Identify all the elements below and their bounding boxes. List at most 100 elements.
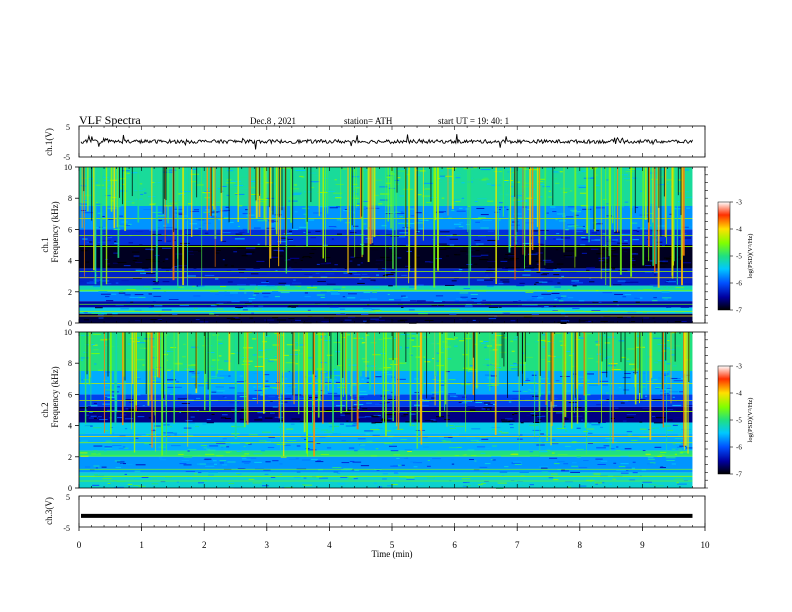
spectrogram-speckle [402,296,408,298]
spectrogram-speckle [465,208,470,210]
spectrogram-speckle [195,319,200,321]
spectrogram-speckle [360,262,364,264]
spectrogram-speckle [204,453,215,455]
sferic-streak [598,332,600,386]
spectrogram-speckle [272,406,278,408]
spectrogram-speckle [481,179,487,181]
spectrogram-speckle [322,384,329,386]
spectrogram-speckle [550,439,556,441]
spectrogram-speckle [646,213,655,215]
dark-streak [501,332,503,359]
spectrogram-speckle [497,179,506,181]
spectrogram-speckle [291,306,296,308]
spectrogram-speckle [274,356,277,358]
spectrogram-speckle [624,201,629,203]
spectrogram-speckle [204,463,215,465]
sferic-streak [167,167,169,224]
spectrogram-speckle [527,208,531,210]
spectrogram-speckle [440,231,450,233]
spectrogram-speckle [648,484,657,486]
spectrogram-speckle [483,341,489,343]
spectrogram-speckle [118,292,126,294]
spectrogram-speckle [97,369,104,371]
spectrogram-speckle [477,484,483,486]
spectrogram-speckle [412,424,416,426]
spectrogram-speckle [397,481,401,483]
spectrogram-speckle [271,222,274,224]
spectrogram-speckle [456,173,461,175]
spectrogram-speckle [279,247,289,249]
spectrogram-speckle [608,483,612,485]
spectrogram-speckle [556,428,567,430]
spectrogram-speckle [353,212,356,214]
spectrogram-speckle [80,440,88,442]
sferic-streak [346,167,348,236]
spectrogram-speckle [562,190,570,192]
spectrogram-speckle [152,203,157,205]
spectrogram-speckle [642,407,652,409]
spectrogram-speckle [215,278,219,280]
spectrogram-speckle [484,279,493,281]
spectrogram-speckle [495,335,504,337]
spectrogram-speckle [476,290,487,292]
spectrogram-speckle [290,257,300,259]
spectrogram-speckle [135,337,141,339]
sferic-streak [416,332,418,449]
spectrogram-speckle [666,409,676,411]
spectrogram-speckle [306,441,315,443]
spectrogram-speckle [394,473,399,475]
spectrogram-speckle [686,405,695,407]
spectrogram-speckle [431,421,438,423]
spectrogram-speckle [326,430,332,432]
spectrogram-speckle [656,266,666,268]
colorbar-tick-label: -5 [736,417,742,425]
spectrogram-speckle [431,304,437,306]
spectrogram-speckle [297,353,303,355]
spectrogram-speckle [654,446,662,448]
spectrogram-speckle [595,344,600,346]
spectrogram-speckle [262,431,272,433]
spectrogram-speckle [615,449,621,451]
spectrogram-speckle [163,227,173,229]
sferic-streak [133,332,136,453]
spectrogram-speckle [337,365,343,367]
spectrogram-speckle [510,320,516,322]
spectrogram-speckle [268,360,274,362]
spectrogram-speckle [125,399,134,401]
spectrogram-speckle [89,411,93,413]
spectrogram-speckle [248,434,258,436]
spectrogram-speckle [92,412,97,414]
spectrogram-speckle [115,410,122,412]
spectrogram-speckle [315,379,319,381]
spectrogram-speckle [95,453,99,455]
sferic-streak [93,167,95,271]
spectrogram-speckle [556,263,564,265]
spectrogram-speckle [552,310,558,312]
spectrogram-speckle [660,394,670,396]
spectrogram-speckle [570,396,576,398]
spectrogram-speckle [94,363,97,365]
spectrogram-speckle [552,211,557,213]
spectrogram-speckle [377,268,385,270]
spectrogram-speckle [181,403,190,405]
spectrogram-speckle [227,408,230,410]
spectrogram-speckle [294,262,298,264]
spectrogram-speckle [462,485,467,487]
spectrogram-speckle [278,206,285,208]
spectrogram-speckle [639,169,643,171]
spectrogram-speckle [591,232,597,234]
spectrogram-speckle [281,376,285,378]
spectrogram-speckle [173,388,178,390]
spectrogram-speckle [134,470,141,472]
spectrogram-speckle [338,307,341,309]
spectrogram-speckle [186,369,190,371]
spectrogram-speckle [160,389,168,391]
spectrogram-speckle [625,467,632,469]
spectrogram-speckle [399,195,405,197]
sferic-streak [278,332,280,419]
spectrogram-speckle [161,354,169,356]
spectrogram-speckle [321,429,328,431]
spectrogram-speckle [585,373,595,375]
spectrogram-speckle [315,272,320,274]
